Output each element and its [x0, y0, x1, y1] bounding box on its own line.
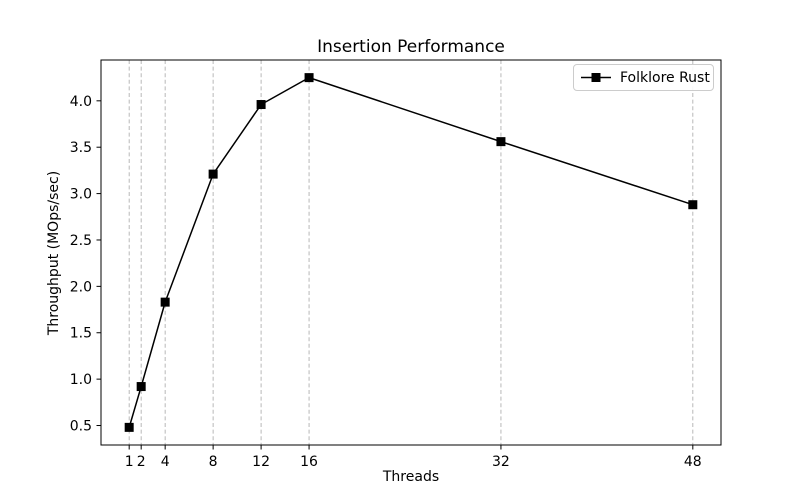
series-layer	[124, 73, 698, 432]
x-tick-label: 32	[492, 454, 510, 470]
x-tick-label: 48	[684, 454, 702, 470]
legend-label: Folklore Rust	[620, 69, 710, 86]
legend-line-marker-icon	[581, 73, 611, 82]
y-tick-label: 1.0	[70, 372, 92, 388]
y-tick-label: 1.5	[70, 326, 92, 342]
data-point-marker	[256, 100, 266, 110]
y-tick-label: 0.5	[70, 419, 92, 435]
legend: Folklore Rust	[573, 64, 714, 91]
x-tick-label: 4	[161, 454, 170, 470]
y-tick-label: 2.0	[70, 279, 92, 295]
data-point-marker	[124, 422, 134, 432]
data-point-marker	[304, 73, 314, 83]
axes-layer: 1 2 4 8 12 16 32 480.51.01.52.02.53.03.54.0	[70, 59, 722, 470]
data-point-marker	[496, 137, 506, 147]
grid-layer	[128, 60, 694, 445]
x-tick-label: 2	[137, 454, 146, 470]
y-tick-label: 4.0	[70, 94, 92, 110]
x-axis-label: Threads	[382, 469, 439, 485]
data-point-marker	[208, 169, 218, 179]
data-point-marker	[160, 297, 170, 307]
series-line	[128, 76, 694, 429]
y-axis-label: Throughput (MOps/sec)	[46, 171, 62, 336]
data-point-marker	[136, 382, 146, 392]
plot-frame	[100, 59, 722, 446]
y-tick-label: 3.5	[70, 140, 92, 156]
x-tick-label: 12	[252, 454, 270, 470]
chart-title: Insertion Performance	[317, 37, 505, 57]
y-tick-label: 3.0	[70, 187, 92, 203]
x-tick-label: 8	[209, 454, 218, 470]
x-tick-label: 16	[300, 454, 318, 470]
y-tick-label: 2.5	[70, 233, 92, 249]
x-tick-label: 1	[125, 454, 134, 470]
data-point-marker	[688, 200, 698, 210]
